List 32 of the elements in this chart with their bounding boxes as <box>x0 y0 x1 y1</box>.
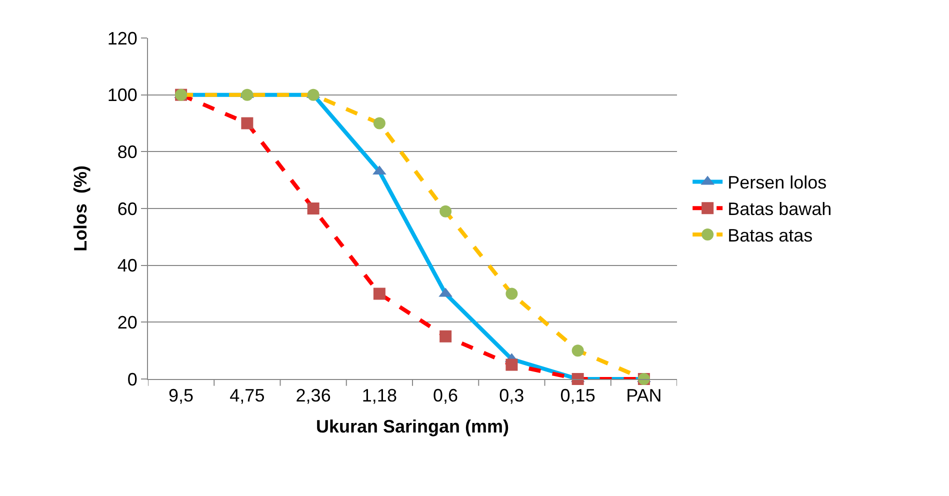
x-tick-label: 0,15 <box>560 386 596 406</box>
point <box>506 288 518 300</box>
point <box>506 358 518 371</box>
point <box>307 88 320 101</box>
x-tick-label: 9,5 <box>168 386 194 406</box>
x-axis-title: Ukuran Saringan (mm) <box>316 416 510 437</box>
legend-label: Persen lolos <box>728 172 827 193</box>
x-tick-label: 0,6 <box>433 386 458 406</box>
y-axis-title: Lolos (%) <box>70 166 91 252</box>
y-tick-label: 60 <box>117 198 138 219</box>
x-tick-label: 4,75 <box>230 386 265 406</box>
x-tick-label: 1,18 <box>362 386 397 406</box>
point <box>241 88 254 101</box>
y-tick-label: 0 <box>127 369 138 390</box>
point <box>373 288 386 300</box>
point <box>572 373 584 385</box>
y-tick-label: 20 <box>117 312 138 332</box>
y-tick-label: 80 <box>117 142 138 162</box>
y-tick-label: 100 <box>107 85 138 106</box>
point <box>307 202 320 214</box>
legend-label: Batas bawah <box>728 199 832 220</box>
point <box>241 117 254 130</box>
point <box>572 344 584 357</box>
legend-label: Batas atas <box>728 226 813 246</box>
point <box>440 205 452 218</box>
x-tick-label: 2,36 <box>296 386 331 406</box>
y-tick-label: 40 <box>117 256 138 276</box>
x-tick-label: PAN <box>626 386 662 406</box>
point <box>373 117 386 130</box>
y-tick-label: 120 <box>107 28 138 48</box>
point <box>440 330 452 342</box>
x-tick-label: 0,3 <box>499 386 524 406</box>
